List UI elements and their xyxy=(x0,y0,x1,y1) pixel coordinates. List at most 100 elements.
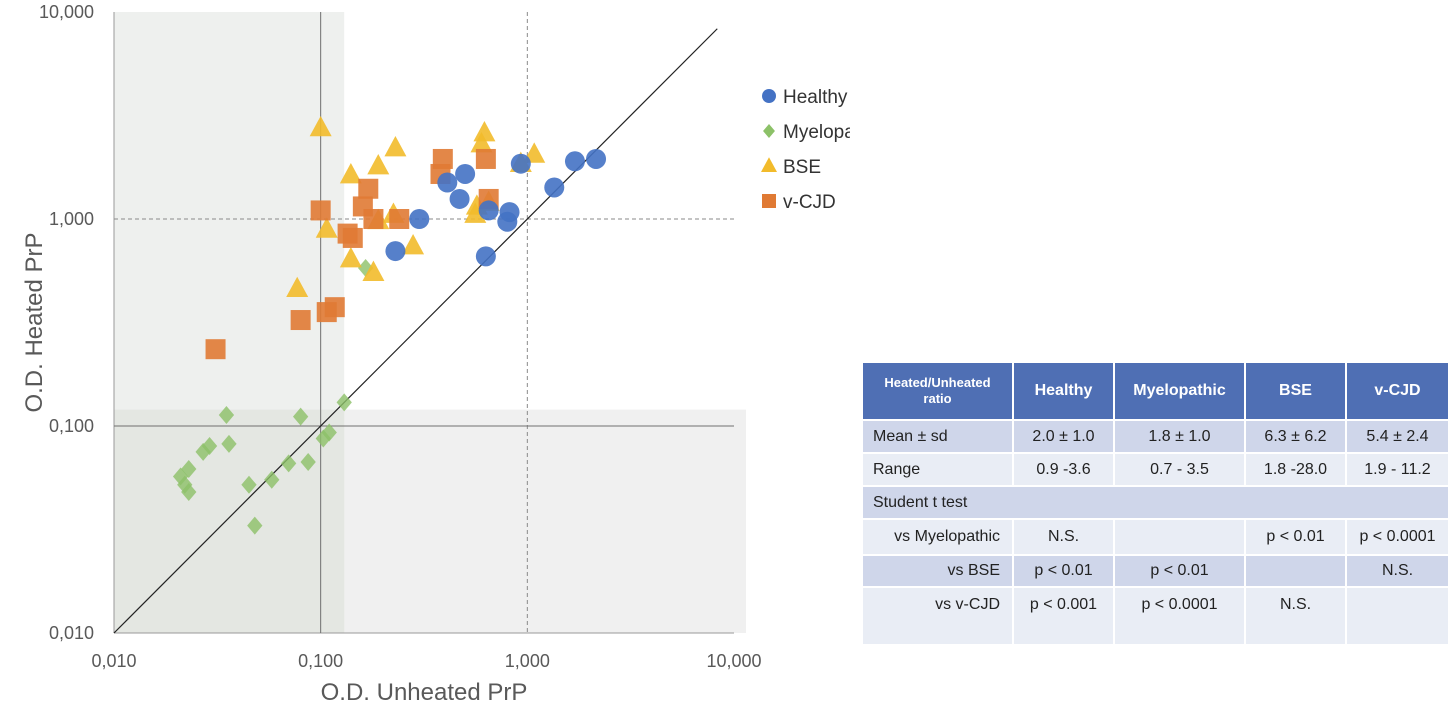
table-row-vs-myelopathic: vs Myelopathic N.S. p < 0.01 p < 0.0001 xyxy=(861,518,1450,556)
point-v-cjd xyxy=(389,209,410,229)
table-row-vs-bse: vs BSE p < 0.01 p < 0.01 N.S. xyxy=(861,554,1450,588)
point-v-cjd xyxy=(205,339,226,360)
point-bse xyxy=(367,154,390,175)
cell: p < 0.001 xyxy=(1012,586,1115,646)
point-bse xyxy=(384,136,407,157)
cell: N.S. xyxy=(1012,518,1115,556)
table-row-mean: Mean ± sd 2.0 ± 1.0 1.8 ± 1.0 6.3 ± 6.2 … xyxy=(861,419,1450,454)
point-bse xyxy=(286,276,309,298)
legend-label-myelopathy: Myelopathy xyxy=(783,122,850,143)
cell: p < 0.01 xyxy=(1113,554,1246,588)
point-bse xyxy=(362,260,385,281)
point-myelopathy xyxy=(357,258,374,277)
point-myelopathy xyxy=(247,516,263,535)
series-healthy xyxy=(385,148,607,267)
point-v-cjd xyxy=(363,209,384,229)
table-row-vs-vcjd: vs v-CJD p < 0.001 p < 0.0001 N.S. xyxy=(861,586,1450,646)
point-bse xyxy=(470,132,493,153)
legend-marker-myelopathy xyxy=(763,124,775,138)
legend-label-v-cjd: v-CJD xyxy=(783,192,836,213)
x-tick-label: 0,100 xyxy=(298,651,343,671)
y-tick-label: 0,100 xyxy=(49,416,94,436)
shaded-regions xyxy=(114,12,746,633)
point-bse xyxy=(339,247,362,268)
header-vcjd: v-CJD xyxy=(1345,361,1450,421)
cell: 2.0 ± 1.0 xyxy=(1012,419,1115,454)
cell: p < 0.0001 xyxy=(1113,586,1246,646)
scatter-chart: 0,010 0,100 1,000 10,000 0,010 0,100 1,000 10,… xyxy=(21,2,850,706)
diagonal-line xyxy=(113,28,718,634)
x-tick-label: 10,000 xyxy=(706,651,761,671)
x-axis-title: O.D. Unheated PrP xyxy=(321,679,528,706)
point-healthy xyxy=(544,177,565,198)
x-tick-label: 1,000 xyxy=(505,651,550,671)
y-axis-title: O.D. Heated PrP xyxy=(21,232,48,412)
point-myelopathy xyxy=(281,454,297,473)
header-healthy: Healthy xyxy=(1012,361,1115,421)
cell xyxy=(1113,518,1246,556)
header-ratio: Heated/Unheated ratio xyxy=(861,361,1014,421)
row-label: vs v-CJD xyxy=(861,586,1014,646)
row-label: vs Myelopathic xyxy=(861,518,1014,556)
cell: N.S. xyxy=(1244,586,1347,646)
point-v-cjd xyxy=(310,200,331,221)
legend: Healthy Myelopathy BSE v-CJD xyxy=(761,87,850,213)
y-tick-label: 10,000 xyxy=(39,2,94,22)
cell xyxy=(1345,586,1450,646)
legend-marker-healthy xyxy=(762,89,776,103)
cell: p < 0.01 xyxy=(1244,518,1347,556)
cell: N.S. xyxy=(1345,554,1450,588)
point-myelopathy xyxy=(221,434,237,453)
cell: 0.7 - 3.5 xyxy=(1113,452,1246,487)
y-tick-label: 0,010 xyxy=(49,623,94,643)
point-healthy xyxy=(478,200,499,221)
cell xyxy=(1244,554,1347,588)
point-bse xyxy=(339,162,362,184)
point-myelopathy xyxy=(336,393,352,412)
row-label: Range xyxy=(861,452,1014,487)
legend-label-healthy: Healthy xyxy=(783,87,848,108)
point-v-cjd xyxy=(432,148,453,169)
y-tick-label: 1,000 xyxy=(49,209,94,229)
point-healthy xyxy=(510,153,531,174)
point-healthy xyxy=(564,151,585,172)
point-myelopathy xyxy=(218,406,235,425)
point-healthy xyxy=(437,172,458,193)
y-axis-ticks: 0,010 0,100 1,000 10,000 xyxy=(39,2,94,643)
cell: 5.4 ± 2.4 xyxy=(1345,419,1450,454)
point-myelopathy xyxy=(321,423,337,442)
table-row-range: Range 0.9 -3.6 0.7 - 3.5 1.8 -28.0 1.9 -… xyxy=(861,452,1450,487)
point-bse xyxy=(309,115,332,137)
header-bse: BSE xyxy=(1244,361,1347,421)
point-healthy xyxy=(409,209,430,229)
point-healthy xyxy=(455,163,476,184)
point-myelopathy xyxy=(292,407,309,426)
point-myelopathy xyxy=(264,470,280,489)
row-label: Mean ± sd xyxy=(861,419,1014,454)
point-healthy xyxy=(499,202,520,223)
point-myelopathy xyxy=(300,453,316,472)
point-myelopathy xyxy=(177,475,193,494)
data-points xyxy=(172,115,607,535)
cell: p < 0.01 xyxy=(1012,554,1115,588)
table-header-row: Heated/Unheated ratio Healthy Myelopathi… xyxy=(861,361,1450,421)
point-healthy xyxy=(449,188,470,209)
point-healthy xyxy=(385,241,406,262)
point-bse xyxy=(402,233,425,255)
point-healthy xyxy=(475,246,496,267)
point-myelopathy xyxy=(201,437,218,456)
point-v-cjd xyxy=(475,148,496,169)
table-row-ttest: Student t test xyxy=(861,485,1450,520)
point-bse xyxy=(473,121,496,142)
header-myelopathic: Myelopathic xyxy=(1113,361,1246,421)
cell: 6.3 ± 6.2 xyxy=(1244,419,1347,454)
point-v-cjd xyxy=(358,178,379,199)
point-v-cjd xyxy=(290,310,311,331)
point-myelopathy xyxy=(181,459,197,478)
point-v-cjd xyxy=(324,297,345,318)
row-label: Student t test xyxy=(861,485,1450,520)
point-bse xyxy=(315,217,338,238)
legend-label-bse: BSE xyxy=(783,157,821,178)
cell: 1.8 ± 1.0 xyxy=(1113,419,1246,454)
x-tick-label: 0,010 xyxy=(91,651,136,671)
